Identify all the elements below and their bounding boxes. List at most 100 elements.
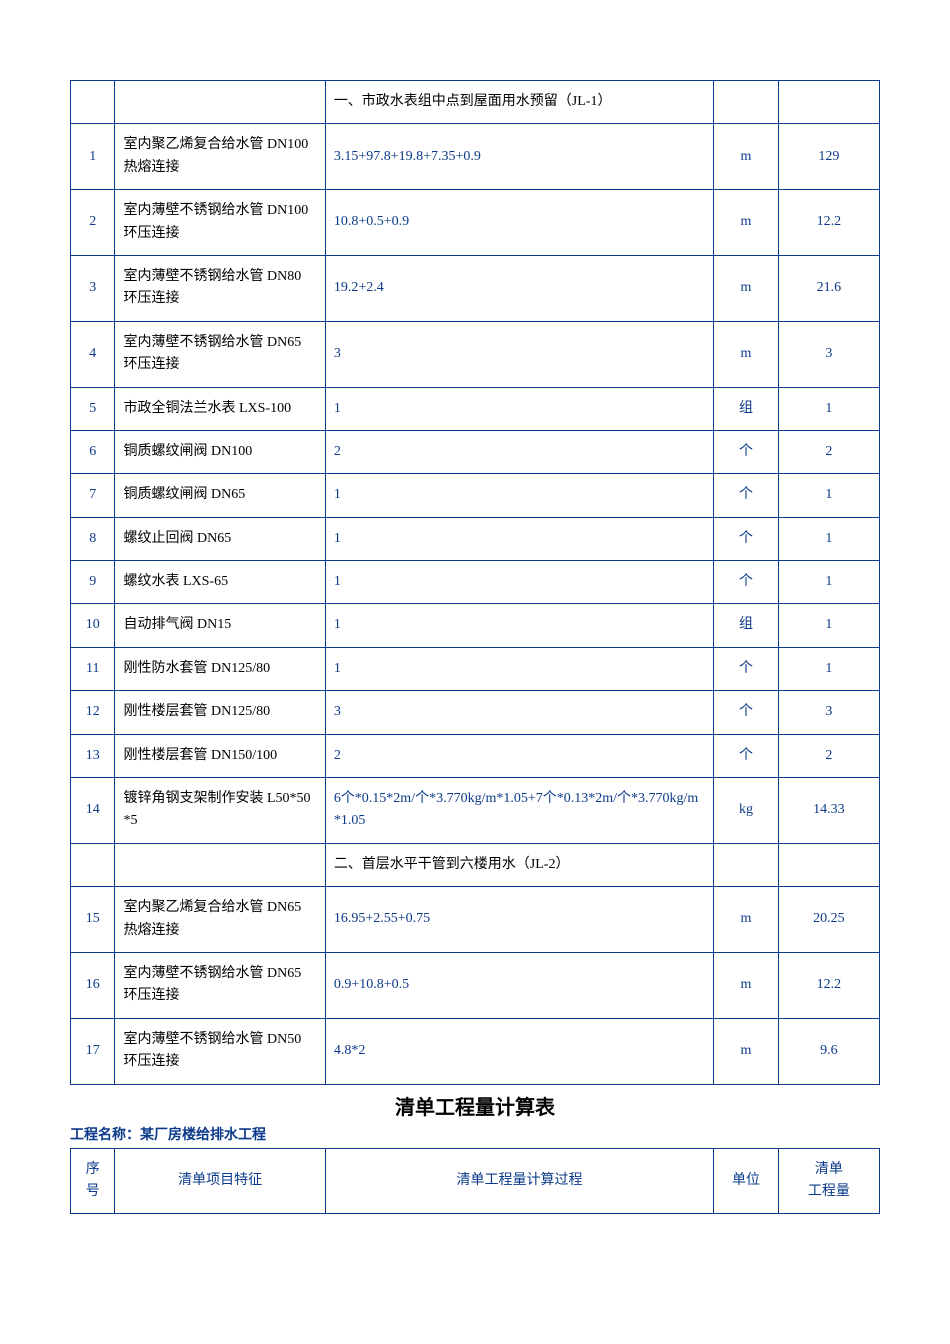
row-calc: 2 — [325, 734, 713, 777]
table-row: 5市政全铜法兰水表 LXS-1001组1 — [71, 387, 880, 430]
row-calc: 2 — [325, 430, 713, 473]
row-qty: 129 — [778, 124, 879, 190]
hdr-idx: 序号 — [71, 1148, 115, 1214]
table-row: 12刚性楼层套管 DN125/803个3 — [71, 691, 880, 734]
table-row: 13刚性楼层套管 DN150/1002个2 — [71, 734, 880, 777]
row-unit: m — [714, 952, 779, 1018]
page-container: 一、市政水表组中点到屋面用水预留（JL-1）1室内聚乙烯复合给水管 DN100 … — [0, 0, 950, 1254]
row-unit: 个 — [714, 647, 779, 690]
table-row: 14镀锌角钢支架制作安装 L50*50*56个*0.15*2m/个*3.770k… — [71, 778, 880, 844]
row-qty: 1 — [778, 387, 879, 430]
table-row: 7铜质螺纹闸阀 DN651个1 — [71, 474, 880, 517]
row-calc: 3 — [325, 691, 713, 734]
row-qty: 21.6 — [778, 255, 879, 321]
row-index: 5 — [71, 387, 115, 430]
row-name: 室内聚乙烯复合给水管 DN65 热熔连接 — [115, 887, 325, 953]
hdr-qty: 清单 工程量 — [778, 1148, 879, 1214]
project-name-label: 工程名称：某厂房楼给排水工程 — [70, 1124, 880, 1144]
row-name: 自动排气阀 DN15 — [115, 604, 325, 647]
row-calc: 3 — [325, 321, 713, 387]
row-index: 10 — [71, 604, 115, 647]
section-title: 二、首层水平干管到六楼用水（JL-2） — [325, 843, 713, 886]
hdr-calc: 清单工程量计算过程 — [325, 1148, 713, 1214]
row-qty: 3 — [778, 321, 879, 387]
row-calc: 19.2+2.4 — [325, 255, 713, 321]
table-row: 15室内聚乙烯复合给水管 DN65 热熔连接16.95+2.55+0.75m20… — [71, 887, 880, 953]
row-calc: 16.95+2.55+0.75 — [325, 887, 713, 953]
row-calc: 0.9+10.8+0.5 — [325, 952, 713, 1018]
row-unit: m — [714, 124, 779, 190]
table-row: 4室内薄壁不锈钢给水管 DN65 环压连接3m3 — [71, 321, 880, 387]
table-row: 17室内薄壁不锈钢给水管 DN50 环压连接4.8*2m9.6 — [71, 1018, 880, 1084]
row-calc: 1 — [325, 561, 713, 604]
quantity-table-1: 一、市政水表组中点到屋面用水预留（JL-1）1室内聚乙烯复合给水管 DN100 … — [70, 80, 880, 1085]
row-index: 12 — [71, 691, 115, 734]
row-unit: m — [714, 255, 779, 321]
row-name: 室内聚乙烯复合给水管 DN100 热熔连接 — [115, 124, 325, 190]
hdr-feature: 清单项目特征 — [115, 1148, 325, 1214]
hdr-unit: 单位 — [714, 1148, 779, 1214]
row-name: 铜质螺纹闸阀 DN65 — [115, 474, 325, 517]
table-row: 2室内薄壁不锈钢给水管 DN100 环压连接10.8+0.5+0.9m12.2 — [71, 190, 880, 256]
row-name: 螺纹水表 LXS-65 — [115, 561, 325, 604]
row-unit: 个 — [714, 474, 779, 517]
row-unit: m — [714, 190, 779, 256]
row-calc: 4.8*2 — [325, 1018, 713, 1084]
row-name: 室内薄壁不锈钢给水管 DN80 环压连接 — [115, 255, 325, 321]
section-title: 一、市政水表组中点到屋面用水预留（JL-1） — [325, 81, 713, 124]
table-row: 16室内薄壁不锈钢给水管 DN65 环压连接0.9+10.8+0.5m12.2 — [71, 952, 880, 1018]
row-qty: 9.6 — [778, 1018, 879, 1084]
row-qty: 1 — [778, 604, 879, 647]
row-index: 1 — [71, 124, 115, 190]
row-qty: 1 — [778, 647, 879, 690]
row-index: 14 — [71, 778, 115, 844]
row-unit: 组 — [714, 604, 779, 647]
row-calc: 1 — [325, 517, 713, 560]
row-calc: 3.15+97.8+19.8+7.35+0.9 — [325, 124, 713, 190]
row-index: 2 — [71, 190, 115, 256]
row-qty: 2 — [778, 734, 879, 777]
row-unit: 个 — [714, 734, 779, 777]
row-unit: m — [714, 887, 779, 953]
row-name: 室内薄壁不锈钢给水管 DN65 环压连接 — [115, 321, 325, 387]
row-calc: 1 — [325, 647, 713, 690]
row-calc: 1 — [325, 604, 713, 647]
row-unit: m — [714, 321, 779, 387]
row-qty: 1 — [778, 474, 879, 517]
row-name: 铜质螺纹闸阀 DN100 — [115, 430, 325, 473]
row-name: 螺纹止回阀 DN65 — [115, 517, 325, 560]
row-index: 6 — [71, 430, 115, 473]
table-row: 6铜质螺纹闸阀 DN1002个2 — [71, 430, 880, 473]
row-unit: m — [714, 1018, 779, 1084]
row-name: 刚性楼层套管 DN150/100 — [115, 734, 325, 777]
row-index: 3 — [71, 255, 115, 321]
row-qty: 12.2 — [778, 952, 879, 1018]
row-index: 16 — [71, 952, 115, 1018]
row-name: 室内薄壁不锈钢给水管 DN100 环压连接 — [115, 190, 325, 256]
row-index: 13 — [71, 734, 115, 777]
table-row: 1室内聚乙烯复合给水管 DN100 热熔连接3.15+97.8+19.8+7.3… — [71, 124, 880, 190]
section-row: 一、市政水表组中点到屋面用水预留（JL-1） — [71, 81, 880, 124]
row-index: 9 — [71, 561, 115, 604]
row-calc: 10.8+0.5+0.9 — [325, 190, 713, 256]
table2-header-row: 序号 清单项目特征 清单工程量计算过程 单位 清单 工程量 — [71, 1148, 880, 1214]
row-unit: 个 — [714, 691, 779, 734]
row-qty: 3 — [778, 691, 879, 734]
table-row: 9螺纹水表 LXS-651个1 — [71, 561, 880, 604]
table-row: 8螺纹止回阀 DN651个1 — [71, 517, 880, 560]
row-qty: 14.33 — [778, 778, 879, 844]
row-index: 4 — [71, 321, 115, 387]
row-calc: 1 — [325, 474, 713, 517]
table-row: 10自动排气阀 DN151组1 — [71, 604, 880, 647]
row-unit: 个 — [714, 517, 779, 560]
row-calc: 6个*0.15*2m/个*3.770kg/m*1.05+7个*0.13*2m/个… — [325, 778, 713, 844]
row-name: 刚性楼层套管 DN125/80 — [115, 691, 325, 734]
row-name: 镀锌角钢支架制作安装 L50*50*5 — [115, 778, 325, 844]
row-index: 7 — [71, 474, 115, 517]
row-unit: 个 — [714, 561, 779, 604]
table-row: 3室内薄壁不锈钢给水管 DN80 环压连接19.2+2.4m21.6 — [71, 255, 880, 321]
row-unit: kg — [714, 778, 779, 844]
second-table-title: 清单工程量计算表 — [70, 1091, 880, 1120]
row-qty: 1 — [778, 517, 879, 560]
row-unit: 个 — [714, 430, 779, 473]
